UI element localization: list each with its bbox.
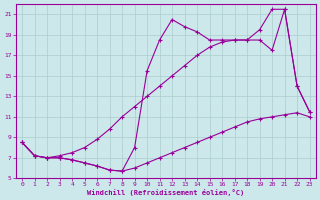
X-axis label: Windchill (Refroidissement éolien,°C): Windchill (Refroidissement éolien,°C) <box>87 189 244 196</box>
